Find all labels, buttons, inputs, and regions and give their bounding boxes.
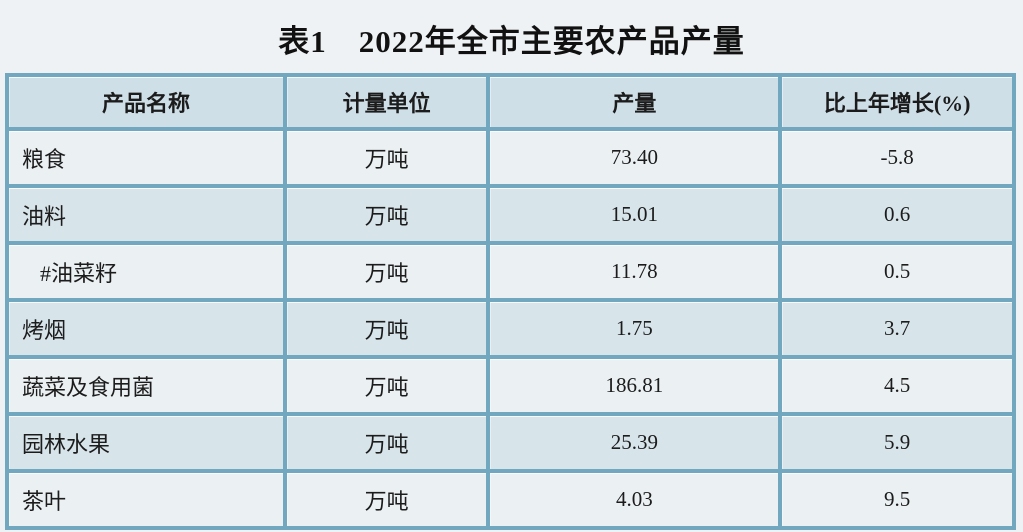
unit-cell: 万吨: [282, 127, 491, 188]
output-cell: 186.81: [486, 355, 783, 416]
output-cell: 25.39: [486, 412, 783, 473]
product-name-cell: 粮食: [5, 127, 287, 188]
growth-cell: 0.6: [778, 184, 1016, 245]
unit-cell: 万吨: [282, 241, 491, 302]
table-row: 茶叶 万吨 4.03 9.5: [5, 469, 1016, 530]
growth-cell: 9.5: [778, 469, 1016, 530]
output-cell: 15.01: [486, 184, 783, 245]
unit-cell: 万吨: [282, 469, 491, 530]
product-name-cell: #油菜籽: [5, 241, 287, 302]
product-name-cell: 茶叶: [5, 469, 287, 530]
table-header-row: 产品名称 计量单位 产量 比上年增长(%): [5, 73, 1016, 131]
table-row: 油料 万吨 15.01 0.6: [5, 184, 1016, 245]
output-cell: 4.03: [486, 469, 783, 530]
product-name-cell: 烤烟: [5, 298, 287, 359]
page-title: 表1 2022年全市主要农产品产量: [278, 24, 745, 59]
production-table: 产品名称 计量单位 产量 比上年增长(%) 粮食 万吨 73.40 -5.8 油…: [5, 73, 1016, 530]
unit-cell: 万吨: [282, 412, 491, 473]
table-row: #油菜籽 万吨 11.78 0.5: [5, 241, 1016, 302]
product-name-cell: 油料: [5, 184, 287, 245]
title-bar: 表1 2022年全市主要农产品产量: [0, 0, 1023, 73]
product-name-cell: 蔬菜及食用菌: [5, 355, 287, 416]
col-header-output: 产量: [486, 73, 783, 131]
table-row: 粮食 万吨 73.40 -5.8: [5, 127, 1016, 188]
col-header-growth: 比上年增长(%): [778, 73, 1016, 131]
table-row: 烤烟 万吨 1.75 3.7: [5, 298, 1016, 359]
product-name-cell: 园林水果: [5, 412, 287, 473]
output-cell: 73.40: [486, 127, 783, 188]
growth-cell: 0.5: [778, 241, 1016, 302]
col-header-product-name: 产品名称: [5, 73, 287, 131]
unit-cell: 万吨: [282, 184, 491, 245]
growth-cell: -5.8: [778, 127, 1016, 188]
growth-cell: 3.7: [778, 298, 1016, 359]
table-row: 蔬菜及食用菌 万吨 186.81 4.5: [5, 355, 1016, 416]
growth-cell: 4.5: [778, 355, 1016, 416]
output-cell: 1.75: [486, 298, 783, 359]
table-row: 园林水果 万吨 25.39 5.9: [5, 412, 1016, 473]
unit-cell: 万吨: [282, 298, 491, 359]
col-header-unit: 计量单位: [282, 73, 491, 131]
output-cell: 11.78: [486, 241, 783, 302]
growth-cell: 5.9: [778, 412, 1016, 473]
unit-cell: 万吨: [282, 355, 491, 416]
